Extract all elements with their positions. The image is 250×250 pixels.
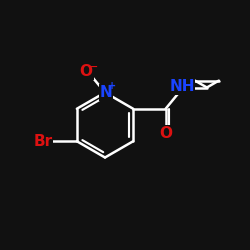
Text: Br: Br — [34, 134, 53, 149]
Text: O: O — [80, 64, 93, 79]
Text: N: N — [100, 85, 112, 100]
Text: −: − — [88, 61, 98, 74]
Text: +: + — [108, 81, 116, 91]
Text: O: O — [159, 126, 172, 141]
Text: NH: NH — [169, 79, 195, 94]
